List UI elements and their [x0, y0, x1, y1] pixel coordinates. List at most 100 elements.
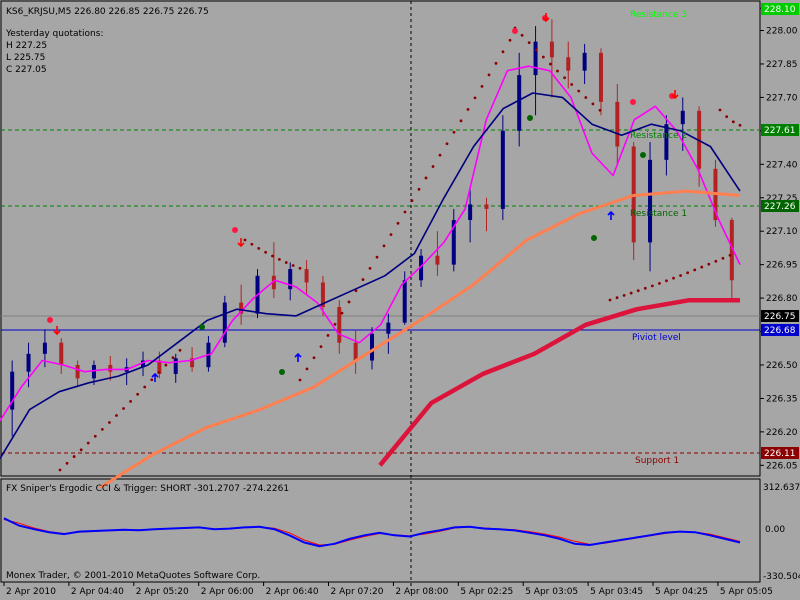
- magenta-ma-line: [0, 65, 741, 422]
- sell-arrow-icon: [237, 238, 245, 248]
- main-chart-frame: [0, 0, 761, 477]
- sar-dot: [312, 356, 316, 360]
- time-tick-label: 2 Apr 06:40: [266, 587, 319, 597]
- sar-dot: [284, 261, 288, 264]
- sar-dot: [494, 61, 498, 65]
- moving-averages-layer: [0, 65, 741, 489]
- time-tick-label: 2 Apr 05:20: [136, 587, 189, 597]
- sar-dot: [417, 187, 421, 191]
- sar-dot: [438, 153, 442, 157]
- sell-arrow-icon: [542, 13, 550, 23]
- candle-body: [615, 101, 620, 147]
- candle-body: [91, 364, 96, 379]
- sar-dot: [731, 120, 735, 124]
- candle-body: [26, 353, 31, 372]
- sar-dot: [501, 50, 505, 54]
- candle-body: [468, 204, 473, 221]
- sar-dot: [347, 300, 351, 304]
- sar-dot: [382, 244, 386, 248]
- sar-dot: [473, 96, 477, 100]
- sar-dot: [368, 266, 372, 270]
- candle-body: [566, 57, 571, 71]
- sar-dot: [591, 102, 595, 106]
- candle-body: [386, 322, 391, 334]
- sar-dot: [375, 255, 379, 259]
- time-axis: 2 Apr 2010 2 Apr 04:40 2 Apr 05:20 2 Apr 06…: [3, 582, 773, 597]
- candle-body: [141, 360, 146, 368]
- buy-dot: [640, 152, 646, 158]
- indicator-tick-mid: 0.00: [765, 525, 785, 535]
- sar-dot: [636, 289, 640, 293]
- sar-dot: [157, 371, 161, 374]
- sar-dot: [707, 262, 711, 266]
- indicator-label: FX Sniper's Ergodic CCI & Trigger: SHORT…: [6, 484, 289, 494]
- time-tick-label: 2 Apr 06:00: [201, 587, 254, 597]
- sar-dot: [650, 284, 654, 288]
- support-price-tag-label: 226.11: [764, 449, 796, 459]
- sar-dot: [326, 334, 330, 337]
- sell-dot: [232, 227, 238, 233]
- r2-price-tag-label: 227.61: [764, 126, 796, 136]
- sar-dot: [718, 108, 722, 112]
- price-tick-label: 226.80: [766, 294, 798, 304]
- sar-dot: [725, 115, 729, 119]
- sar-dot: [452, 130, 456, 134]
- candle-body: [42, 342, 47, 354]
- sar-dot: [410, 199, 414, 203]
- candle-body: [157, 360, 162, 374]
- r1-price-tag: [761, 200, 799, 212]
- sar-dot: [629, 291, 633, 295]
- sar-dot: [271, 254, 274, 258]
- time-tick-label: 5 Apr 03:05: [525, 587, 578, 597]
- sar-dot: [598, 108, 602, 112]
- sar-dot: [534, 48, 538, 52]
- candle-body: [500, 130, 505, 209]
- candle-body: [582, 52, 587, 71]
- candle-body: [370, 333, 374, 361]
- current-price-tag: [761, 310, 799, 322]
- sar-dot: [136, 392, 140, 396]
- sar-dot: [122, 407, 125, 410]
- sar-dot: [264, 250, 268, 254]
- sar-dot: [541, 55, 545, 59]
- candle-body: [190, 358, 195, 368]
- sar-dot: [178, 348, 182, 352]
- sar-dot: [389, 233, 393, 236]
- sar-dot: [672, 276, 675, 280]
- sar-dot: [714, 259, 718, 263]
- buy-dot: [279, 369, 285, 375]
- time-tick-label: 5 Apr 05:05: [720, 587, 773, 597]
- buy-dot: [527, 115, 533, 121]
- time-tick-label: 2 Apr 07:20: [331, 587, 384, 597]
- sar-dot: [466, 107, 470, 111]
- sar-dot: [679, 274, 682, 277]
- sar-dot: [665, 279, 668, 283]
- sar-dot: [693, 268, 697, 272]
- price-tick-label: 226.20: [766, 428, 798, 438]
- sar-dot: [396, 221, 400, 225]
- sar-dot: [79, 448, 83, 452]
- time-tick-label: 5 Apr 02:25: [460, 587, 513, 597]
- sar-dot: [298, 266, 302, 270]
- candle-body: [271, 275, 276, 290]
- yesterday-close: C 227.05: [6, 65, 47, 75]
- sar-dot: [487, 73, 491, 77]
- current-price-tag-label: 226.75: [764, 312, 796, 322]
- sar-dot: [150, 378, 154, 382]
- r1-price-tag-label: 227.26: [764, 202, 796, 212]
- ergodic-cci-line: [3, 517, 741, 548]
- candle-body: [451, 220, 456, 265]
- candle-body: [320, 282, 325, 308]
- sell-arrow-icon: [53, 326, 61, 336]
- sar-dot: [577, 89, 581, 93]
- sar-dot: [424, 176, 428, 180]
- sar-dot: [459, 119, 463, 123]
- yesterday-title: Yesterday quotations:: [5, 29, 103, 39]
- sar-dot: [615, 296, 619, 300]
- candle-body: [517, 75, 522, 131]
- sar-dot: [700, 265, 704, 269]
- sar-dot: [93, 434, 97, 438]
- price-tick-label: 226.05: [766, 461, 798, 471]
- navy-ma-line: [0, 92, 741, 460]
- candle-body: [173, 358, 178, 374]
